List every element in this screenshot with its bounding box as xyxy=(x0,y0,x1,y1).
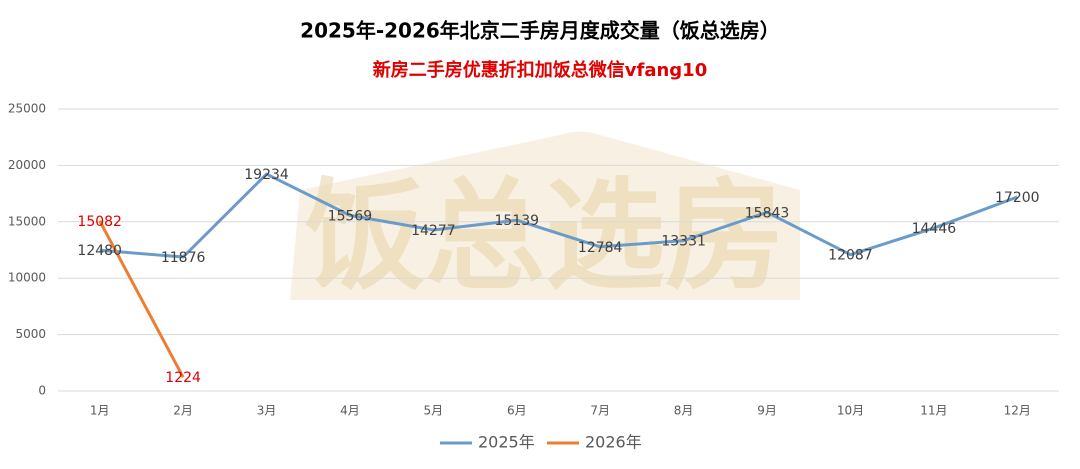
x-tick-label: 9月 xyxy=(757,404,777,418)
y-tick-label: 10000 xyxy=(8,271,46,285)
x-tick-label: 7月 xyxy=(590,404,610,418)
x-tick-label: 5月 xyxy=(424,404,444,418)
x-tick-label: 12月 xyxy=(1004,404,1031,418)
data-label: 17200 xyxy=(995,190,1040,206)
chart-subtitle: 新房二手房优惠折扣加饭总微信vfang10 xyxy=(373,59,707,81)
x-tick-label: 6月 xyxy=(507,404,527,418)
data-label: 14277 xyxy=(411,223,456,239)
x-tick-label: 8月 xyxy=(674,404,694,418)
line-series xyxy=(99,172,1018,259)
data-label: 13331 xyxy=(661,234,706,250)
legend-label: 2025年 xyxy=(478,433,535,452)
x-tick-label: 4月 xyxy=(340,404,360,418)
watermark-house xyxy=(290,131,800,300)
data-label: 15843 xyxy=(745,205,790,221)
x-tick-label: 11月 xyxy=(920,404,947,418)
chart-title: 2025年-2026年北京二手房月度成交量（饭总选房） xyxy=(300,19,780,43)
data-label: 12480 xyxy=(77,243,122,259)
data-label: 11876 xyxy=(161,250,206,266)
x-tick-label: 2月 xyxy=(173,404,193,418)
data-label: 1224 xyxy=(165,370,201,386)
data-label: 19234 xyxy=(244,167,289,183)
watermark-shape xyxy=(290,131,800,300)
y-tick-label: 5000 xyxy=(15,327,46,341)
legend-label: 2026年 xyxy=(585,433,642,452)
x-tick-label: 3月 xyxy=(257,404,277,418)
data-label: 15082 xyxy=(77,214,122,230)
y-tick-label: 25000 xyxy=(8,102,46,116)
data-label: 12784 xyxy=(578,240,623,256)
x-tick-label: 1月 xyxy=(90,404,110,418)
x-tick-label: 10月 xyxy=(837,404,864,418)
y-tick-label: 0 xyxy=(38,384,46,398)
data-label: 14446 xyxy=(912,221,957,237)
data-label: 15139 xyxy=(495,213,540,229)
y-tick-label: 15000 xyxy=(8,214,46,228)
watermark: 饭总选房 xyxy=(305,168,785,307)
line-series xyxy=(98,220,185,378)
data-label: 15569 xyxy=(328,208,373,224)
data-label: 12087 xyxy=(828,248,873,264)
y-tick-label: 20000 xyxy=(8,158,46,172)
